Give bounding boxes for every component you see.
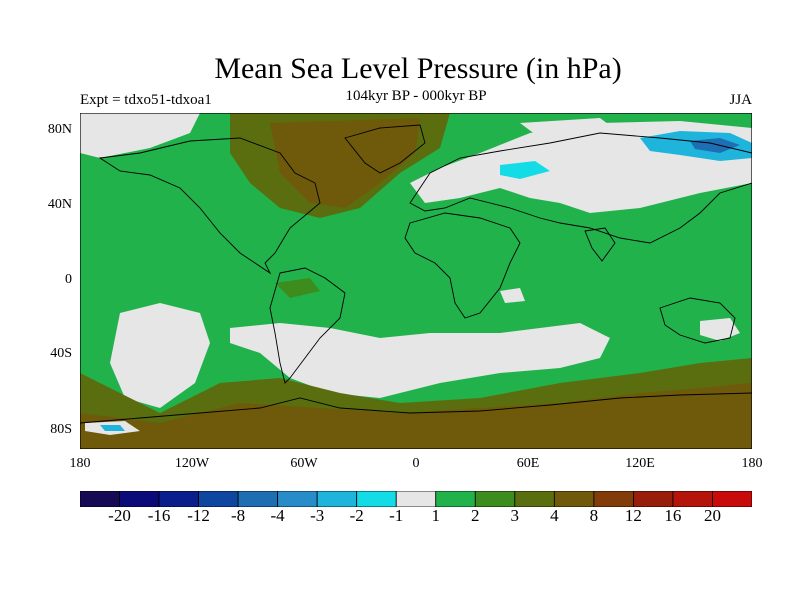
field-region-greenland-brown [270, 118, 420, 208]
lat-tick-80s: 80S [50, 422, 72, 437]
field-region-south-atlantic-gray [230, 323, 610, 398]
map-title: Mean Sea Level Pressure (in hPa) [214, 52, 622, 85]
colorbar-swatch [633, 491, 674, 507]
lon-tick-60e: 60E [516, 456, 540, 471]
colorbar-label: 2 [471, 506, 480, 525]
lon-tick-0: 0 [412, 456, 420, 471]
pressure-map [80, 113, 752, 449]
colorbar-label: -12 [187, 506, 210, 525]
colorbar-label: -8 [231, 506, 246, 525]
lat-tick-0: 0 [65, 272, 72, 287]
colorbar-swatch [593, 491, 634, 507]
lon-tick-120e: 120E [625, 456, 655, 471]
coastline-north-america [98, 137, 321, 275]
colorbar-swatch [395, 491, 437, 507]
colorbar [80, 491, 752, 507]
colorbar-swatch [119, 491, 160, 507]
colorbar-label: 3 [510, 506, 520, 525]
colorbar-swatch [237, 491, 279, 507]
lon-tick-180w: 180 [69, 456, 91, 471]
colorbar-label: -4 [270, 506, 285, 525]
coastline-south-america [269, 267, 346, 384]
colorbar-swatch [435, 491, 476, 507]
colorbar-swatch [474, 491, 516, 507]
colorbar-swatch [158, 491, 199, 507]
colorbar-swatch [316, 491, 358, 507]
colorbar-label: 20 [704, 506, 721, 525]
colorbar-swatch [553, 491, 595, 507]
field-region-antarctica-brown [80, 383, 752, 449]
coastline-australia [659, 297, 736, 344]
field-region-oz-gray [700, 318, 740, 341]
colorbar-label: 12 [624, 506, 642, 525]
colorbar-label: 8 [589, 506, 599, 525]
colorbar-swatch [514, 491, 555, 507]
field-region-south-pacific-gray [110, 303, 210, 408]
colorbar-swatch [80, 491, 120, 507]
colorbar-label: 4 [550, 506, 559, 525]
coastline-greenland [344, 124, 426, 174]
coastline-eurasia [409, 132, 752, 244]
colorbar-swatch [672, 491, 713, 507]
lat-tick-40n: 40N [47, 197, 72, 212]
colorbar-label: -20 [108, 506, 131, 525]
colorbar-label: 1 [431, 506, 441, 525]
field-region-antarctica-cyan [100, 425, 125, 431]
lon-tick-180e: 180 [741, 456, 763, 471]
colorbar-swatch [712, 491, 752, 507]
field-region-arctic-gray2 [520, 118, 620, 143]
time-range-label: 104kyr BP - 000kyr BP [345, 88, 487, 104]
coastline-india [584, 227, 616, 262]
colorbar-swatch [277, 491, 318, 507]
lat-tick-80n: 80N [47, 122, 72, 137]
colorbar-label: -1 [389, 506, 404, 525]
colorbar-swatch [198, 491, 239, 507]
field-region-asia-cyan [500, 161, 550, 179]
colorbar-label: -16 [147, 506, 171, 525]
field-region-equatorial-brown [275, 278, 320, 298]
field-region-atlantic-gray [500, 288, 525, 303]
lat-tick-40s: 40S [50, 346, 72, 361]
lon-tick-120w: 120W [174, 456, 210, 471]
field-region-siberia-blue [690, 138, 740, 153]
colorbar-swatch [356, 491, 397, 507]
lon-tick-60w: 60W [290, 456, 318, 471]
colorbar-label: -2 [349, 506, 364, 525]
experiment-label: Expt = tdxo51-tdxoa1 [80, 92, 212, 108]
colorbar-label: 16 [664, 506, 682, 525]
field-region-arctic-gray [80, 113, 200, 158]
coastline-africa [404, 212, 521, 319]
colorbar-label: -3 [310, 506, 325, 525]
season-label: JJA [729, 92, 752, 108]
coastline-antarctica [80, 392, 752, 424]
